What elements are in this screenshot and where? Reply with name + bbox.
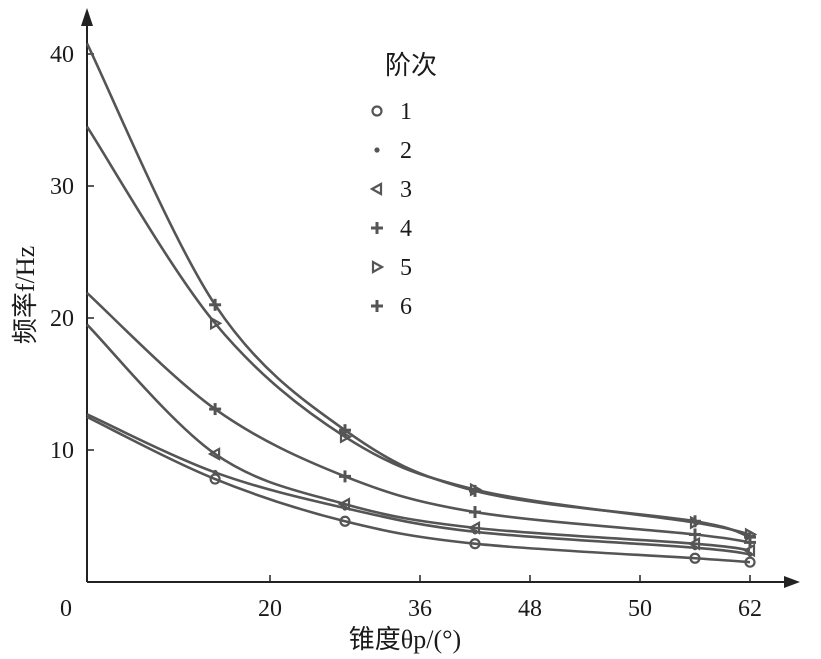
marker-plus [339, 424, 351, 437]
x-tick-label: 62 [738, 596, 762, 622]
series-line-2 [86, 413, 751, 556]
marker-plus [689, 515, 701, 528]
legend-label: 5 [400, 255, 412, 281]
marker-triangle-right [371, 260, 385, 274]
x-tick-label: 36 [408, 596, 432, 622]
legend: 阶次 1 2 3 4 5 6 [369, 51, 437, 320]
y-tick-label: 30 [50, 174, 74, 200]
y-tick-label: 20 [50, 306, 74, 332]
marker-triangle-left [467, 521, 481, 535]
y-tick-label: 40 [50, 42, 74, 68]
marker-triangle-left [207, 447, 221, 461]
series-curves [85, 42, 751, 564]
y-axis-title: 频率f/Hz [11, 246, 40, 344]
x-axis: 0 20 36 48 50 62 [60, 575, 800, 622]
legend-entry-1: 1 [371, 99, 412, 125]
marker-triangle-right [210, 316, 223, 331]
x-tick-label: 20 [258, 596, 282, 622]
legend-entry-3: 3 [369, 177, 412, 203]
x-tick-label: 0 [60, 596, 72, 622]
marker-plus [371, 222, 383, 234]
x-axis-title: 锥度θp/(°) [349, 625, 461, 654]
x-tick-label: 50 [628, 596, 652, 622]
legend-title: 阶次 [385, 51, 437, 80]
marker-plus [339, 470, 351, 483]
marker-circle [339, 515, 351, 527]
y-tick-label: 10 [50, 438, 74, 464]
legend-label: 2 [400, 138, 412, 164]
marker-circle [371, 105, 383, 117]
marker-plus [209, 298, 222, 311]
marker-triangle-left [337, 497, 351, 511]
marker-circle [469, 538, 481, 550]
marker-circle [744, 556, 756, 568]
marker-triangle-left [369, 182, 383, 196]
x-axis-arrow [784, 576, 800, 588]
series-line-3 [86, 323, 751, 552]
marker-triangle-left [687, 536, 701, 551]
y-axis: 10 20 30 40 [50, 8, 94, 582]
marker-plus [371, 300, 383, 312]
legend-entry-2: 2 [374, 138, 412, 164]
series-markers [207, 298, 758, 568]
marker-plus [209, 403, 222, 416]
legend-entry-5: 5 [371, 255, 412, 281]
legend-label: 3 [400, 177, 412, 203]
series-line-6 [85, 42, 751, 539]
x-tick-label: 48 [518, 596, 542, 622]
legend-label: 4 [400, 216, 412, 242]
marker-dot [212, 469, 218, 476]
marker-plus [689, 528, 701, 541]
marker-plus [469, 506, 481, 519]
marker-plus [744, 531, 756, 544]
marker-dot [374, 147, 380, 153]
marker-circle [689, 552, 701, 564]
legend-entry-4: 4 [371, 216, 412, 242]
series-line-4 [86, 291, 751, 544]
legend-label: 6 [400, 294, 412, 320]
y-axis-arrow [81, 8, 93, 26]
marker-plus [469, 484, 481, 497]
legend-label: 1 [400, 99, 412, 125]
legend-entry-6: 6 [371, 294, 412, 320]
